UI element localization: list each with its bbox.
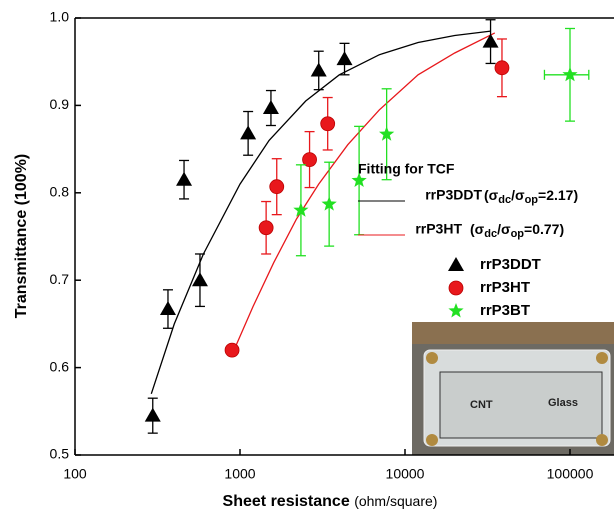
annotation-subscript: op xyxy=(525,194,539,206)
inset-film xyxy=(439,371,603,439)
marker-star xyxy=(321,196,337,211)
marker-circle xyxy=(448,280,464,296)
annotation-subscript: dc xyxy=(498,194,511,206)
marker-triangle xyxy=(240,125,257,140)
marker-triangle xyxy=(482,33,499,48)
inset-screw xyxy=(426,434,438,446)
marker-triangle xyxy=(144,407,161,422)
marker-triangle xyxy=(310,62,327,77)
inset-screw xyxy=(426,352,438,364)
fit-curve xyxy=(150,30,491,395)
legend-label: rrP3HT xyxy=(480,279,530,296)
inset-label: CNT xyxy=(470,399,493,411)
marker-circle xyxy=(302,152,317,167)
marker-circle xyxy=(269,179,285,195)
legend-label: rrP3DDT xyxy=(480,256,541,273)
marker-triangle xyxy=(191,272,208,287)
x-axis-label-main: Sheet resistance xyxy=(223,493,350,510)
marker-triangle xyxy=(448,257,464,271)
annotation-part: (σ xyxy=(470,221,485,237)
inset-screw xyxy=(596,352,608,364)
annotation-part: /σ xyxy=(497,221,511,237)
fit-curve xyxy=(233,32,496,351)
marker-star xyxy=(351,172,367,187)
annotation-label: rrP3HT xyxy=(415,221,462,237)
x-tick-label: 100 xyxy=(63,466,87,482)
x-tick-label: 10000 xyxy=(386,466,425,482)
annotation-part: =2.17) xyxy=(538,187,578,203)
annotation-ratio: (σdc/σop=0.77) xyxy=(470,221,564,240)
y-tick-label: 0.9 xyxy=(50,96,70,112)
y-tick-label: 0.6 xyxy=(50,358,70,374)
annotation-subscript: dc xyxy=(484,228,497,240)
legend-label: rrP3BT xyxy=(480,302,530,319)
y-tick-label: 0.5 xyxy=(50,446,70,462)
marker-triangle xyxy=(176,171,193,186)
annotation-ratio: (σdc/σop=2.17) xyxy=(484,187,578,206)
marker-circle xyxy=(494,60,510,76)
x-tick-label: 100000 xyxy=(547,466,594,482)
annotation-subscript: op xyxy=(511,228,525,240)
marker-star xyxy=(379,126,395,141)
annotation-part: (σ xyxy=(484,187,499,203)
inset-label: Glass xyxy=(548,397,578,409)
marker-circle xyxy=(320,116,336,132)
annotation-part: /σ xyxy=(511,187,525,203)
y-tick-label: 0.7 xyxy=(50,271,70,287)
x-axis-label-unit: (ohm/square) xyxy=(354,493,437,509)
annotation-label: rrP3DDT xyxy=(425,187,482,203)
marker-circle xyxy=(258,220,274,236)
marker-star xyxy=(562,66,578,82)
marker-star xyxy=(448,303,464,318)
annotation-title: Fitting for TCF xyxy=(358,161,455,177)
marker-triangle xyxy=(262,100,279,115)
inset-ruler xyxy=(412,322,614,344)
marker-circle xyxy=(224,342,240,358)
marker-triangle xyxy=(159,301,176,316)
inset-screw xyxy=(596,434,608,446)
x-axis-label: Sheet resistance (ohm/square) xyxy=(223,493,438,511)
annotation-part: =0.77) xyxy=(524,221,564,237)
y-tick-label: 1.0 xyxy=(50,9,70,25)
marker-star xyxy=(293,202,309,217)
y-tick-label: 0.8 xyxy=(50,184,70,200)
y-axis-label: Transmittance (100%) xyxy=(13,154,30,319)
x-tick-label: 1000 xyxy=(224,466,255,482)
marker-triangle xyxy=(336,51,353,66)
